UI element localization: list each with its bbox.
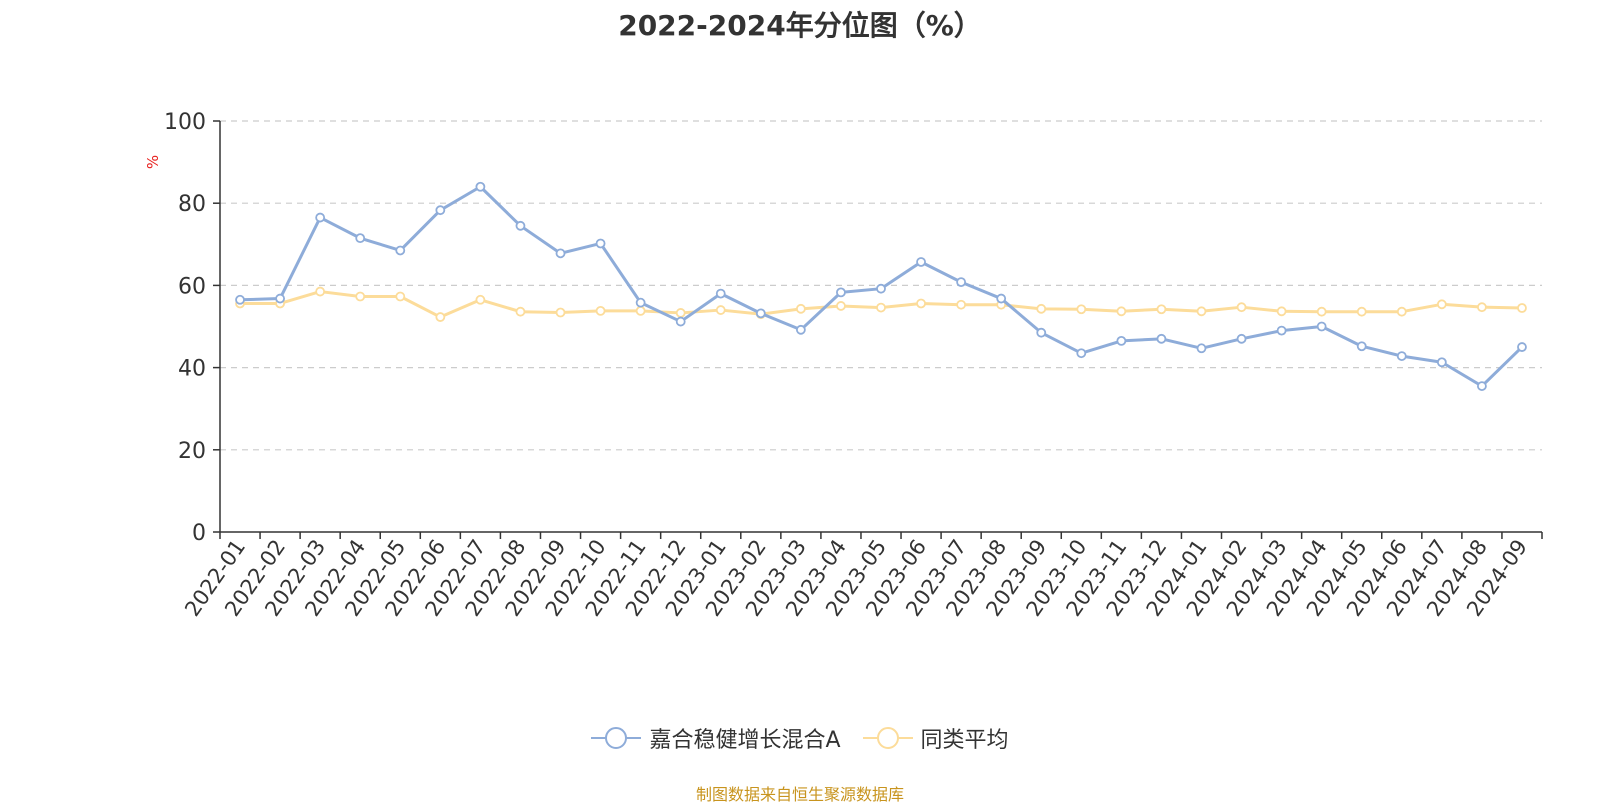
- y-tick-label: 80: [178, 192, 206, 217]
- legend-item-fund[interactable]: 嘉合稳健增长混合A: [591, 722, 841, 754]
- data-point-fund[interactable]: [836, 287, 846, 298]
- y-tick-label: 0: [192, 521, 206, 546]
- axes: [219, 121, 1542, 533]
- source-note: 制图数据来自恒生聚源数据库: [695, 785, 904, 804]
- data-point-fund[interactable]: [275, 293, 285, 304]
- data-point-average[interactable]: [876, 302, 886, 313]
- data-point-fund[interactable]: [675, 316, 686, 327]
- data-point-average[interactable]: [315, 286, 326, 297]
- y-tick-label: 100: [164, 110, 206, 135]
- data-point-average[interactable]: [1276, 306, 1287, 317]
- data-point-average[interactable]: [1116, 306, 1127, 317]
- series-lines: [235, 181, 1527, 391]
- y-axis-ticks: 0 20 40 60 80 100: [164, 110, 220, 546]
- data-point-fund[interactable]: [1316, 321, 1327, 332]
- data-point-average[interactable]: [795, 303, 806, 314]
- data-point-average[interactable]: [355, 291, 366, 302]
- data-point-fund[interactable]: [1396, 351, 1407, 361]
- legend-label-fund: 嘉合稳健增长混合A: [649, 728, 841, 753]
- data-point-fund[interactable]: [1356, 341, 1367, 352]
- data-point-average[interactable]: [395, 291, 406, 302]
- data-point-fund[interactable]: [1276, 325, 1287, 336]
- data-point-average[interactable]: [1436, 299, 1447, 310]
- data-point-average[interactable]: [1236, 302, 1247, 313]
- data-point-fund[interactable]: [595, 238, 606, 249]
- legend-marker-fund: [591, 727, 642, 749]
- data-point-fund[interactable]: [795, 324, 806, 335]
- data-point-fund[interactable]: [1036, 327, 1047, 338]
- data-point-fund[interactable]: [1517, 342, 1527, 352]
- legend: 嘉合稳健增长混合A 同类平均: [0, 722, 1600, 754]
- data-point-average[interactable]: [435, 312, 446, 322]
- data-point-fund[interactable]: [876, 283, 886, 294]
- legend-label-average: 同类平均: [920, 728, 1009, 753]
- data-point-average[interactable]: [1396, 306, 1407, 317]
- data-point-average[interactable]: [555, 307, 566, 318]
- data-point-average[interactable]: [595, 305, 606, 316]
- chart-title: 2022-2024年分位图（%）: [618, 9, 982, 42]
- data-point-average[interactable]: [1477, 302, 1487, 313]
- data-point-fund[interactable]: [235, 294, 245, 305]
- y-tick-label: 40: [178, 357, 206, 382]
- data-point-fund[interactable]: [1436, 357, 1447, 368]
- data-point-fund[interactable]: [916, 257, 926, 267]
- y-tick-label: 20: [178, 439, 206, 464]
- data-point-average[interactable]: [515, 306, 526, 317]
- data-point-fund[interactable]: [435, 205, 446, 216]
- data-point-fund[interactable]: [355, 233, 366, 244]
- data-point-average[interactable]: [1076, 304, 1087, 315]
- data-point-fund[interactable]: [515, 220, 526, 231]
- y-axis-unit: %: [144, 155, 162, 169]
- data-point-fund[interactable]: [996, 293, 1007, 304]
- data-point-fund[interactable]: [1076, 348, 1087, 359]
- legend-marker-average: [862, 727, 913, 749]
- data-point-fund[interactable]: [755, 308, 766, 319]
- data-point-average[interactable]: [675, 308, 686, 318]
- data-point-fund[interactable]: [315, 212, 326, 223]
- data-point-average[interactable]: [1517, 303, 1527, 313]
- data-point-average[interactable]: [1356, 306, 1367, 317]
- data-point-average[interactable]: [475, 294, 486, 305]
- data-point-fund[interactable]: [715, 288, 726, 299]
- y-tick-label: 60: [178, 274, 206, 299]
- data-point-fund[interactable]: [635, 297, 646, 308]
- data-point-average[interactable]: [635, 305, 646, 316]
- data-point-average[interactable]: [836, 301, 846, 311]
- data-point-fund[interactable]: [1236, 333, 1247, 344]
- data-point-fund[interactable]: [1156, 333, 1167, 344]
- data-point-average[interactable]: [1196, 306, 1207, 317]
- data-point-average[interactable]: [1316, 306, 1327, 317]
- data-point-average[interactable]: [956, 299, 967, 310]
- data-point-average[interactable]: [1156, 304, 1167, 315]
- data-point-fund[interactable]: [1477, 381, 1487, 391]
- data-point-fund[interactable]: [1116, 335, 1127, 346]
- data-point-fund[interactable]: [956, 277, 967, 288]
- data-point-fund[interactable]: [475, 181, 486, 192]
- legend-item-average[interactable]: 同类平均: [862, 722, 1009, 754]
- data-point-average[interactable]: [916, 298, 926, 309]
- data-point-average[interactable]: [1036, 303, 1047, 314]
- data-point-fund[interactable]: [555, 248, 566, 259]
- data-point-fund[interactable]: [1196, 343, 1207, 354]
- data-point-fund[interactable]: [395, 245, 406, 256]
- x-axis-ticks: 2022-012022-022022-032022-042022-052022-…: [180, 532, 1543, 621]
- data-point-average[interactable]: [715, 305, 726, 315]
